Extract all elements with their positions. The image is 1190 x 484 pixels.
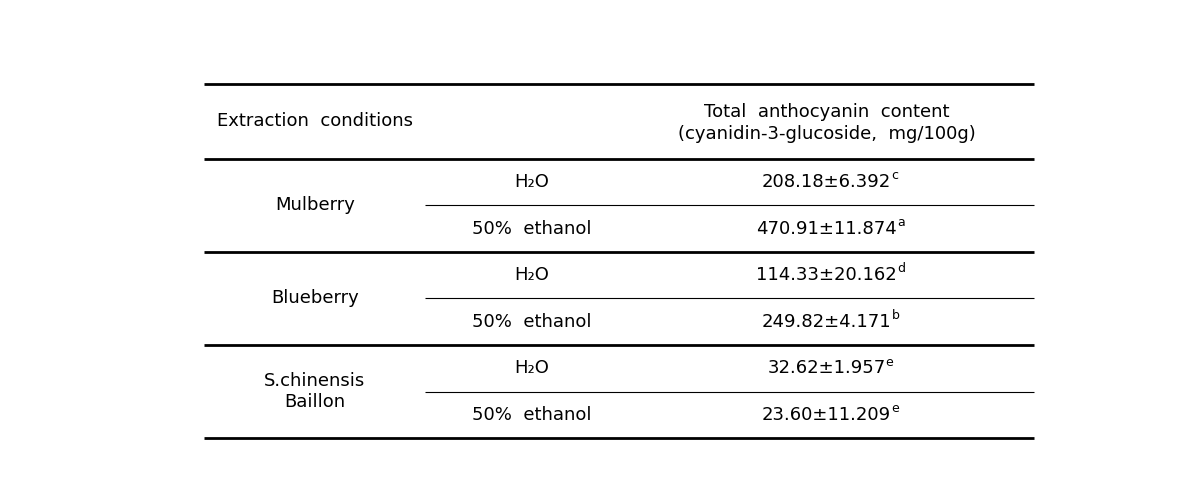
Text: H₂O: H₂O — [514, 173, 549, 191]
Text: e: e — [885, 356, 894, 369]
Text: S.chinensis
Baillon: S.chinensis Baillon — [264, 372, 365, 411]
Text: H₂O: H₂O — [514, 266, 549, 284]
Text: 50%  ethanol: 50% ethanol — [471, 406, 591, 424]
Text: 32.62±1.957: 32.62±1.957 — [768, 359, 885, 378]
Text: 114.33±20.162: 114.33±20.162 — [756, 266, 897, 284]
Text: 50%  ethanol: 50% ethanol — [471, 220, 591, 238]
Text: 23.60±11.209: 23.60±11.209 — [762, 406, 891, 424]
Text: d: d — [897, 262, 904, 275]
Text: Total  anthocyanin  content: Total anthocyanin content — [703, 103, 950, 121]
Text: Mulberry: Mulberry — [275, 197, 355, 214]
Text: c: c — [891, 169, 898, 182]
Text: H₂O: H₂O — [514, 359, 549, 378]
Text: Blueberry: Blueberry — [271, 289, 358, 307]
Text: b: b — [891, 309, 900, 322]
Text: 50%  ethanol: 50% ethanol — [471, 313, 591, 331]
Text: 470.91±11.874: 470.91±11.874 — [756, 220, 897, 238]
Text: a: a — [897, 216, 904, 229]
Text: e: e — [891, 402, 898, 415]
Text: 208.18±6.392: 208.18±6.392 — [762, 173, 891, 191]
Text: (cyanidin-3-glucoside,  mg/100g): (cyanidin-3-glucoside, mg/100g) — [678, 125, 976, 143]
Text: Extraction  conditions: Extraction conditions — [217, 112, 413, 130]
Text: 249.82±4.171: 249.82±4.171 — [762, 313, 891, 331]
